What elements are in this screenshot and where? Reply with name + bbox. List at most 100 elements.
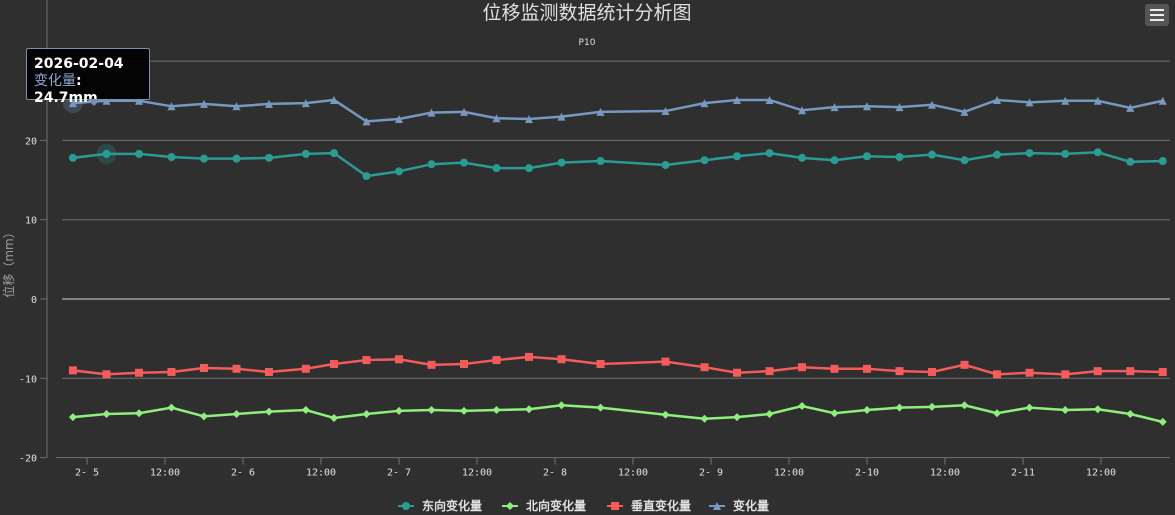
data-point [960,401,969,410]
data-point [68,153,77,162]
hamburger-line [1150,14,1164,16]
data-point [993,95,1001,104]
data-point [362,172,371,181]
data-point [557,158,566,167]
data-point [427,360,436,369]
data-point [460,158,468,167]
data-point [395,355,403,364]
data-point [830,156,839,165]
data-point [265,407,273,416]
data-point [928,367,936,376]
data-point [301,149,310,158]
x-tick-label: 12:00 [1086,468,1116,479]
series-square [68,352,1167,379]
data-point [700,414,709,423]
data-point [200,99,208,108]
x-tick-label: 12:00 [306,468,336,479]
data-point [362,409,371,418]
data-point [960,360,969,369]
data-point [928,150,936,159]
series-triangle [68,95,1167,126]
data-point [1061,406,1070,415]
data-point [330,360,338,369]
data-point [301,406,310,415]
data-point [200,412,208,421]
data-point [993,409,1001,418]
data-point [330,413,338,422]
data-point [232,154,241,163]
data-point [557,355,566,364]
data-point [661,160,670,169]
data-point [68,366,77,375]
data-point [265,153,273,162]
data-point [1093,96,1102,105]
data-point [362,117,371,126]
x-tick-label: 2- 6 [231,468,255,479]
data-point [1061,370,1070,379]
data-point [492,356,501,365]
y-tick-label: 0 [31,295,37,306]
data-point [1158,96,1167,105]
data-point [232,364,241,373]
data-point [460,107,468,116]
data-point [798,363,806,372]
data-point [895,367,904,376]
data-point [301,99,310,108]
chart-title: 位移监测数据统计分析图 [482,2,691,24]
data-point [1126,157,1135,166]
x-tick-label: 12:00 [774,468,804,479]
data-point [895,403,904,412]
data-point [596,403,605,412]
data-point [492,114,501,123]
data-point [733,368,741,377]
data-point [330,149,338,158]
data-point [765,149,774,158]
data-point [362,356,371,365]
legend-item[interactable]: 东向变化量 [398,498,482,513]
legend-label: 北向变化量 [526,498,586,513]
data-point [525,114,533,123]
legend-item[interactable]: 垂直变化量 [607,498,691,513]
data-point [765,409,774,418]
y-tick-label: -20 [19,454,37,465]
data-point [460,406,468,415]
x-tick-label: 2- 8 [543,468,567,479]
data-point [265,367,273,376]
data-point [525,352,533,361]
data-point [863,406,871,415]
data-point [960,107,969,116]
chart-menu-button[interactable] [1145,4,1169,26]
data-point [525,405,533,414]
data-point [700,156,709,165]
data-point [1025,149,1034,158]
data-point [102,409,111,418]
data-point [661,107,670,116]
chart-subtitle: P10 [579,38,596,48]
data-point [68,413,77,422]
legend-item[interactable]: 变化量 [709,498,769,513]
y-axis-label: 位移（mm） [1,226,16,297]
tooltip-date: 2026-02-04 [34,56,124,72]
data-point [492,164,501,173]
data-point [200,363,208,372]
x-tick-label: 2- 5 [75,468,99,479]
x-tick-label: 12:00 [150,468,180,479]
tooltip-value: : 24.7mm [34,73,98,106]
data-point [135,149,143,158]
legend-label: 变化量 [733,498,769,513]
data-point [330,95,338,104]
data-point [661,410,670,419]
data-point [1126,409,1135,418]
data-point [557,401,566,410]
y-tick-label: 10 [25,216,37,227]
data-point [993,150,1001,159]
data-point [395,114,403,123]
data-point [1025,98,1034,107]
data-point [928,402,936,411]
data-point [427,406,436,415]
x-tick-label: 2-10 [855,468,879,479]
data-point [427,160,436,169]
data-point [135,96,143,105]
data-point [798,402,806,411]
legend-item[interactable]: 北向变化量 [502,498,586,513]
